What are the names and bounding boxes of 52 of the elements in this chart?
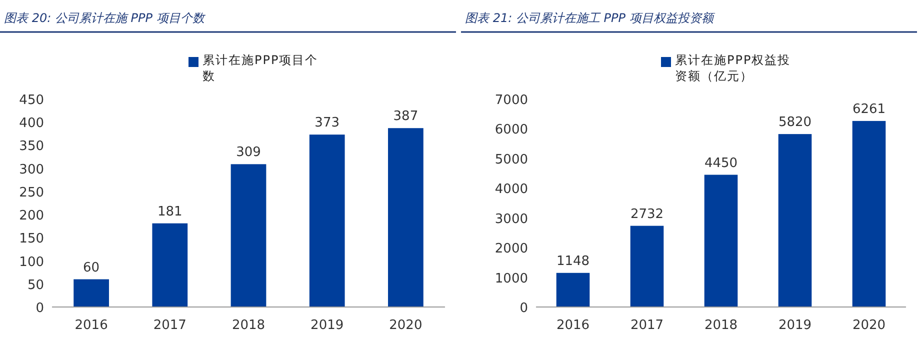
y-tick-label: 0 [520,301,528,316]
bar [556,272,590,307]
y-tick-label: 350 [19,139,44,154]
y-tick-label: 5000 [494,152,528,168]
bar [778,134,812,307]
y-tick-label: 7000 [494,93,528,108]
x-tick-label: 2019 [310,318,344,333]
y-tick-label: 4000 [494,182,528,198]
legend-label: 累计在施PPP项目个数 [202,52,320,84]
y-tick-label: 400 [19,116,44,132]
chart-title: 图表 20: 公司累计在施 PPP 项目个数 [4,11,206,25]
x-tick-label: 2020 [389,318,422,333]
data-label: 2732 [630,206,664,222]
y-tick-label: 3000 [494,212,528,227]
data-label: 181 [157,204,182,220]
x-tick-label: 2018 [232,318,266,333]
y-tick-label: 0 [36,301,44,316]
y-tick-label: 150 [19,232,44,247]
y-tick-label: 250 [19,185,44,200]
bar [630,226,664,307]
x-tick-label: 2020 [852,318,886,333]
y-tick-label: 50 [27,278,44,293]
y-tick-label: 300 [19,162,44,178]
legend-label: 累计在施PPP权益投资额（亿元） [675,52,792,84]
y-tick-label: 100 [19,254,44,270]
data-label: 60 [83,260,100,276]
x-tick-label: 2019 [778,318,812,333]
y-tick-label: 1000 [494,271,528,286]
x-tick-label: 2017 [630,318,664,333]
data-label: 373 [314,116,340,131]
bar [74,279,109,307]
bar [388,128,424,307]
x-tick-label: 2016 [556,318,590,333]
x-tick-label: 2018 [704,318,738,333]
bar [704,174,738,307]
data-label: 1148 [556,254,590,269]
bar [852,120,886,307]
bar [152,223,188,307]
y-tick-label: 2000 [494,242,528,257]
y-tick-label: 6000 [494,122,528,138]
data-label: 309 [236,145,261,160]
data-label: 5820 [778,115,812,130]
y-tick-label: 450 [19,93,44,108]
data-label: 6261 [852,102,886,117]
bar [230,164,266,307]
y-tick-label: 200 [19,208,44,224]
chart-title: 图表 21: 公司累计在施工 PPP 项目权益投资额 [465,11,716,25]
x-tick-label: 2016 [74,318,108,333]
x-tick-label: 2017 [153,318,186,333]
data-label: 4450 [704,156,738,171]
data-label: 387 [393,109,418,124]
bar [309,134,345,307]
